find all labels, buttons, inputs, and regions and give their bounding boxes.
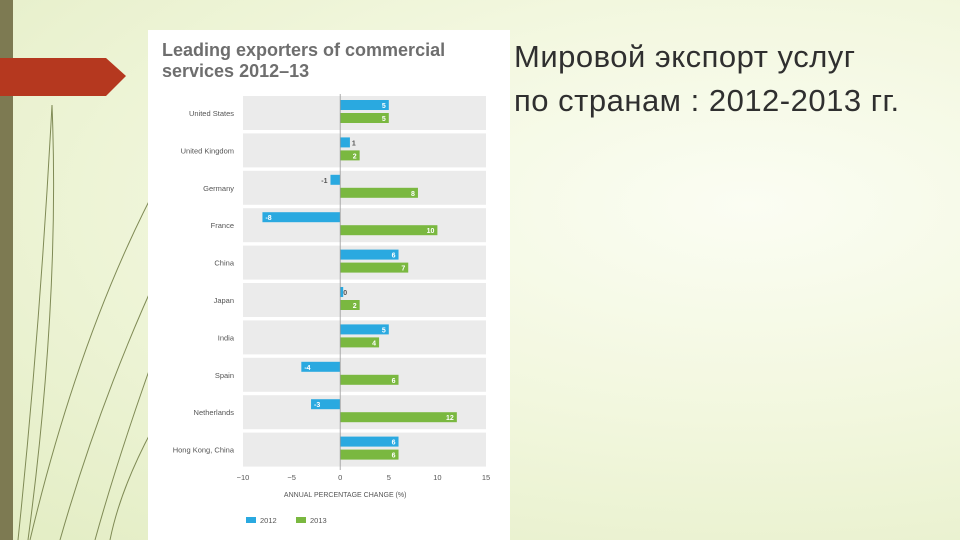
- data-label: 0: [343, 290, 347, 297]
- slide-title: Мировой экспорт услуг по странам : 2012-…: [514, 35, 954, 123]
- data-label: -8: [265, 215, 271, 222]
- chart-title-line2: services 2012–13: [162, 61, 310, 81]
- x-tick-label: 15: [482, 473, 490, 482]
- bar-2012: [340, 436, 399, 447]
- legend-swatch: [296, 517, 306, 523]
- bar-2012: [330, 174, 341, 185]
- bar-2012: [340, 100, 389, 110]
- legend-swatch: [246, 517, 256, 523]
- category-label: Spain: [215, 371, 234, 380]
- data-label: 10: [427, 228, 435, 235]
- category-label: United Kingdom: [181, 146, 234, 155]
- bar-2012: [340, 324, 389, 335]
- category-row-band: [243, 283, 486, 317]
- category-label: France: [211, 221, 234, 230]
- x-axis-label: ANNUAL PERCENTAGE CHANGE (%): [284, 492, 407, 499]
- data-label: 6: [392, 378, 396, 385]
- slide-title-line2: по странам : 2012-2013 гг.: [514, 83, 900, 118]
- bar-2013: [340, 113, 389, 123]
- bar-2013: [340, 449, 399, 460]
- data-label: -4: [304, 365, 310, 372]
- x-tick-label: 10: [433, 473, 441, 482]
- chart-title: Leading exporters of commercial services…: [162, 40, 482, 82]
- data-label: 8: [411, 191, 415, 198]
- slide-title-line1: Мировой экспорт услуг: [514, 39, 856, 74]
- bar-2013: [340, 412, 457, 423]
- title-arrow: [0, 58, 126, 96]
- bar-2012: [301, 361, 341, 372]
- bar-2013: [340, 337, 380, 348]
- legend-label: 2012: [260, 516, 277, 525]
- category-label: United States: [189, 109, 234, 118]
- data-label: 6: [392, 453, 396, 460]
- bar-2013: [340, 150, 360, 161]
- chart-title-line1: Leading exporters of commercial: [162, 40, 446, 60]
- bar-2012: [340, 249, 399, 260]
- bar-2013: [340, 300, 360, 310]
- x-tick-label: −5: [287, 473, 296, 482]
- data-label: 7: [401, 266, 405, 273]
- bar-2012: [340, 137, 350, 148]
- slide-left-bar: [0, 0, 13, 540]
- data-label: -3: [314, 402, 320, 409]
- bar-2013: [340, 187, 418, 198]
- category-row-band: [243, 133, 486, 168]
- x-tick-label: 0: [338, 473, 342, 482]
- data-label: 12: [446, 415, 454, 422]
- data-label: 5: [382, 327, 386, 334]
- data-label: 1: [352, 140, 356, 147]
- data-label: 2: [353, 153, 357, 160]
- x-tick-label: −10: [237, 473, 250, 482]
- chart-card: Leading exporters of commercial services…: [148, 30, 510, 540]
- data-label: 4: [372, 340, 376, 347]
- x-tick-label: 5: [387, 473, 391, 482]
- data-label: 5: [382, 103, 386, 110]
- bar-2012: [262, 212, 341, 223]
- bar-2012: [311, 399, 341, 410]
- category-label: China: [214, 259, 234, 268]
- data-label: 5: [382, 116, 386, 123]
- bar-2012: [340, 287, 344, 297]
- category-label: Hong Kong, China: [173, 446, 235, 455]
- data-label: 6: [392, 440, 396, 447]
- data-label: 6: [392, 253, 396, 260]
- data-label: 2: [353, 303, 357, 310]
- bar-2013: [340, 374, 399, 385]
- category-label: Netherlands: [194, 408, 235, 417]
- bar-2013: [340, 262, 409, 273]
- bar-2013: [340, 225, 438, 236]
- legend-label: 2013: [310, 516, 327, 525]
- category-label: Japan: [214, 296, 234, 305]
- data-label: -1: [321, 178, 327, 185]
- category-label: India: [218, 333, 235, 342]
- category-label: Germany: [203, 184, 234, 193]
